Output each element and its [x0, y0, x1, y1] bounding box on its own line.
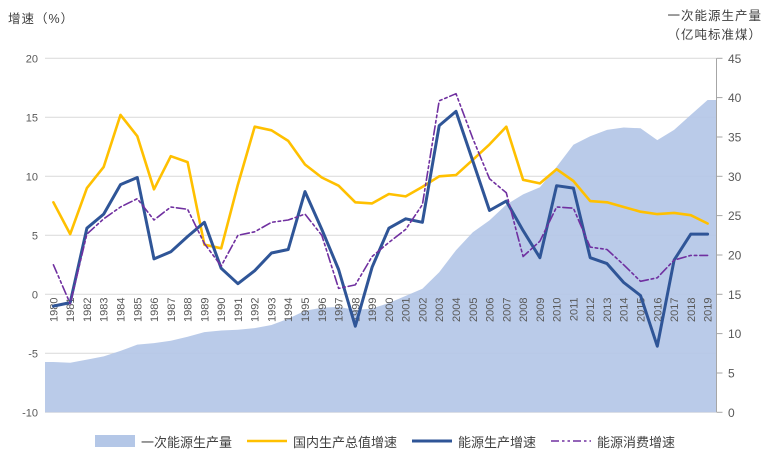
svg-text:1995: 1995 — [300, 298, 312, 322]
right-axis-labels: 45 40 35 30 25 20 15 10 5 0 — [728, 52, 742, 420]
svg-text:2010: 2010 — [552, 298, 564, 322]
left-axis-labels: 20 15 10 5 0 -5 -10 — [22, 53, 38, 419]
svg-text:1990: 1990 — [216, 298, 228, 322]
svg-text:5: 5 — [32, 230, 38, 242]
svg-text:1991: 1991 — [233, 298, 245, 322]
legend-label: 能源生产增速 — [458, 434, 537, 450]
svg-text:1993: 1993 — [267, 298, 279, 322]
svg-text:2009: 2009 — [535, 298, 547, 322]
svg-text:2005: 2005 — [468, 298, 480, 322]
plot-area: 1980 1981 1982 1983 1984 1985 1986 1987 1988 1989… — [22, 52, 742, 420]
svg-text:45: 45 — [728, 52, 742, 66]
series-line-energy-consumption-growth — [52, 92, 709, 305]
svg-text:2003: 2003 — [434, 298, 446, 322]
gdp-line-swatch-icon — [246, 439, 287, 443]
series-area-primary-energy-production — [45, 100, 716, 413]
svg-text:1999: 1999 — [367, 298, 379, 322]
legend-label: 能源消费增速 — [597, 434, 676, 450]
svg-text:0: 0 — [728, 406, 735, 420]
svg-text:1997: 1997 — [334, 298, 346, 322]
legend-item-primary-energy-production: 一次能源生产量 — [94, 432, 232, 451]
svg-text:2013: 2013 — [602, 298, 614, 322]
svg-text:20: 20 — [26, 53, 38, 65]
svg-text:15: 15 — [26, 112, 38, 124]
svg-text:2016: 2016 — [652, 298, 664, 322]
legend-label: 一次能源生产量 — [140, 434, 232, 450]
svg-text:1992: 1992 — [250, 298, 262, 322]
right-axis-title-line2: （亿吨标准煤） — [667, 27, 762, 42]
svg-text:2017: 2017 — [669, 298, 681, 322]
svg-text:10: 10 — [26, 171, 38, 183]
svg-text:-5: -5 — [28, 348, 38, 360]
left-axis-title: 增速（%） — [8, 12, 75, 26]
svg-text:2004: 2004 — [451, 298, 463, 322]
svg-text:1982: 1982 — [82, 298, 94, 322]
svg-text:1985: 1985 — [132, 298, 144, 322]
series-line-gdp-growth — [52, 113, 709, 250]
svg-text:2018: 2018 — [686, 298, 698, 322]
x-axis-labels: 1980 1981 1982 1983 1984 1985 1986 1987 1988 1989… — [48, 298, 714, 322]
svg-text:1984: 1984 — [116, 298, 128, 322]
svg-text:2006: 2006 — [485, 298, 497, 322]
svg-text:20: 20 — [728, 249, 742, 263]
legend-item-gdp-growth: 国内生产总值增速 — [246, 432, 397, 451]
right-axis — [716, 57, 723, 413]
svg-text:1994: 1994 — [283, 298, 295, 322]
svg-text:1989: 1989 — [199, 298, 211, 322]
svg-text:2007: 2007 — [501, 298, 513, 322]
chart-legend: 一次能源生产量 国内生产总值增速 能源生产增速 能源消费增速 — [0, 430, 770, 452]
legend-item-energy-consumption-growth: 能源消费增速 — [551, 432, 675, 451]
svg-text:5: 5 — [728, 367, 735, 381]
svg-text:2002: 2002 — [417, 298, 429, 322]
svg-text:1988: 1988 — [183, 298, 195, 322]
svg-text:25: 25 — [728, 209, 742, 223]
series-line-energy-production-growth — [51, 109, 710, 348]
right-axis-title: 一次能源生产量 （亿吨标准煤） — [667, 7, 762, 45]
svg-text:-10: -10 — [22, 407, 38, 419]
svg-text:30: 30 — [728, 170, 742, 184]
svg-text:2001: 2001 — [401, 298, 413, 322]
svg-text:2008: 2008 — [518, 298, 530, 322]
area-swatch-icon — [94, 435, 135, 447]
svg-text:2012: 2012 — [585, 298, 597, 322]
svg-text:10: 10 — [728, 327, 742, 341]
right-axis-title-line1: 一次能源生产量 — [667, 9, 762, 23]
svg-text:2014: 2014 — [619, 298, 631, 322]
svg-text:40: 40 — [728, 91, 742, 105]
production-line-swatch-icon — [412, 439, 452, 443]
svg-text:1983: 1983 — [99, 298, 111, 322]
svg-text:0: 0 — [32, 289, 38, 301]
svg-text:1987: 1987 — [166, 298, 178, 322]
consumption-line-swatch-icon — [551, 440, 592, 442]
svg-text:15: 15 — [728, 288, 742, 302]
svg-text:2000: 2000 — [384, 298, 396, 322]
svg-text:35: 35 — [728, 131, 742, 145]
svg-text:2019: 2019 — [703, 298, 715, 322]
svg-text:1980: 1980 — [48, 298, 60, 322]
legend-label: 国内生产总值增速 — [292, 434, 397, 450]
svg-text:2011: 2011 — [568, 298, 580, 322]
svg-text:1996: 1996 — [317, 298, 329, 322]
svg-text:1986: 1986 — [149, 298, 161, 322]
legend-item-energy-production-growth: 能源生产增速 — [412, 432, 536, 451]
